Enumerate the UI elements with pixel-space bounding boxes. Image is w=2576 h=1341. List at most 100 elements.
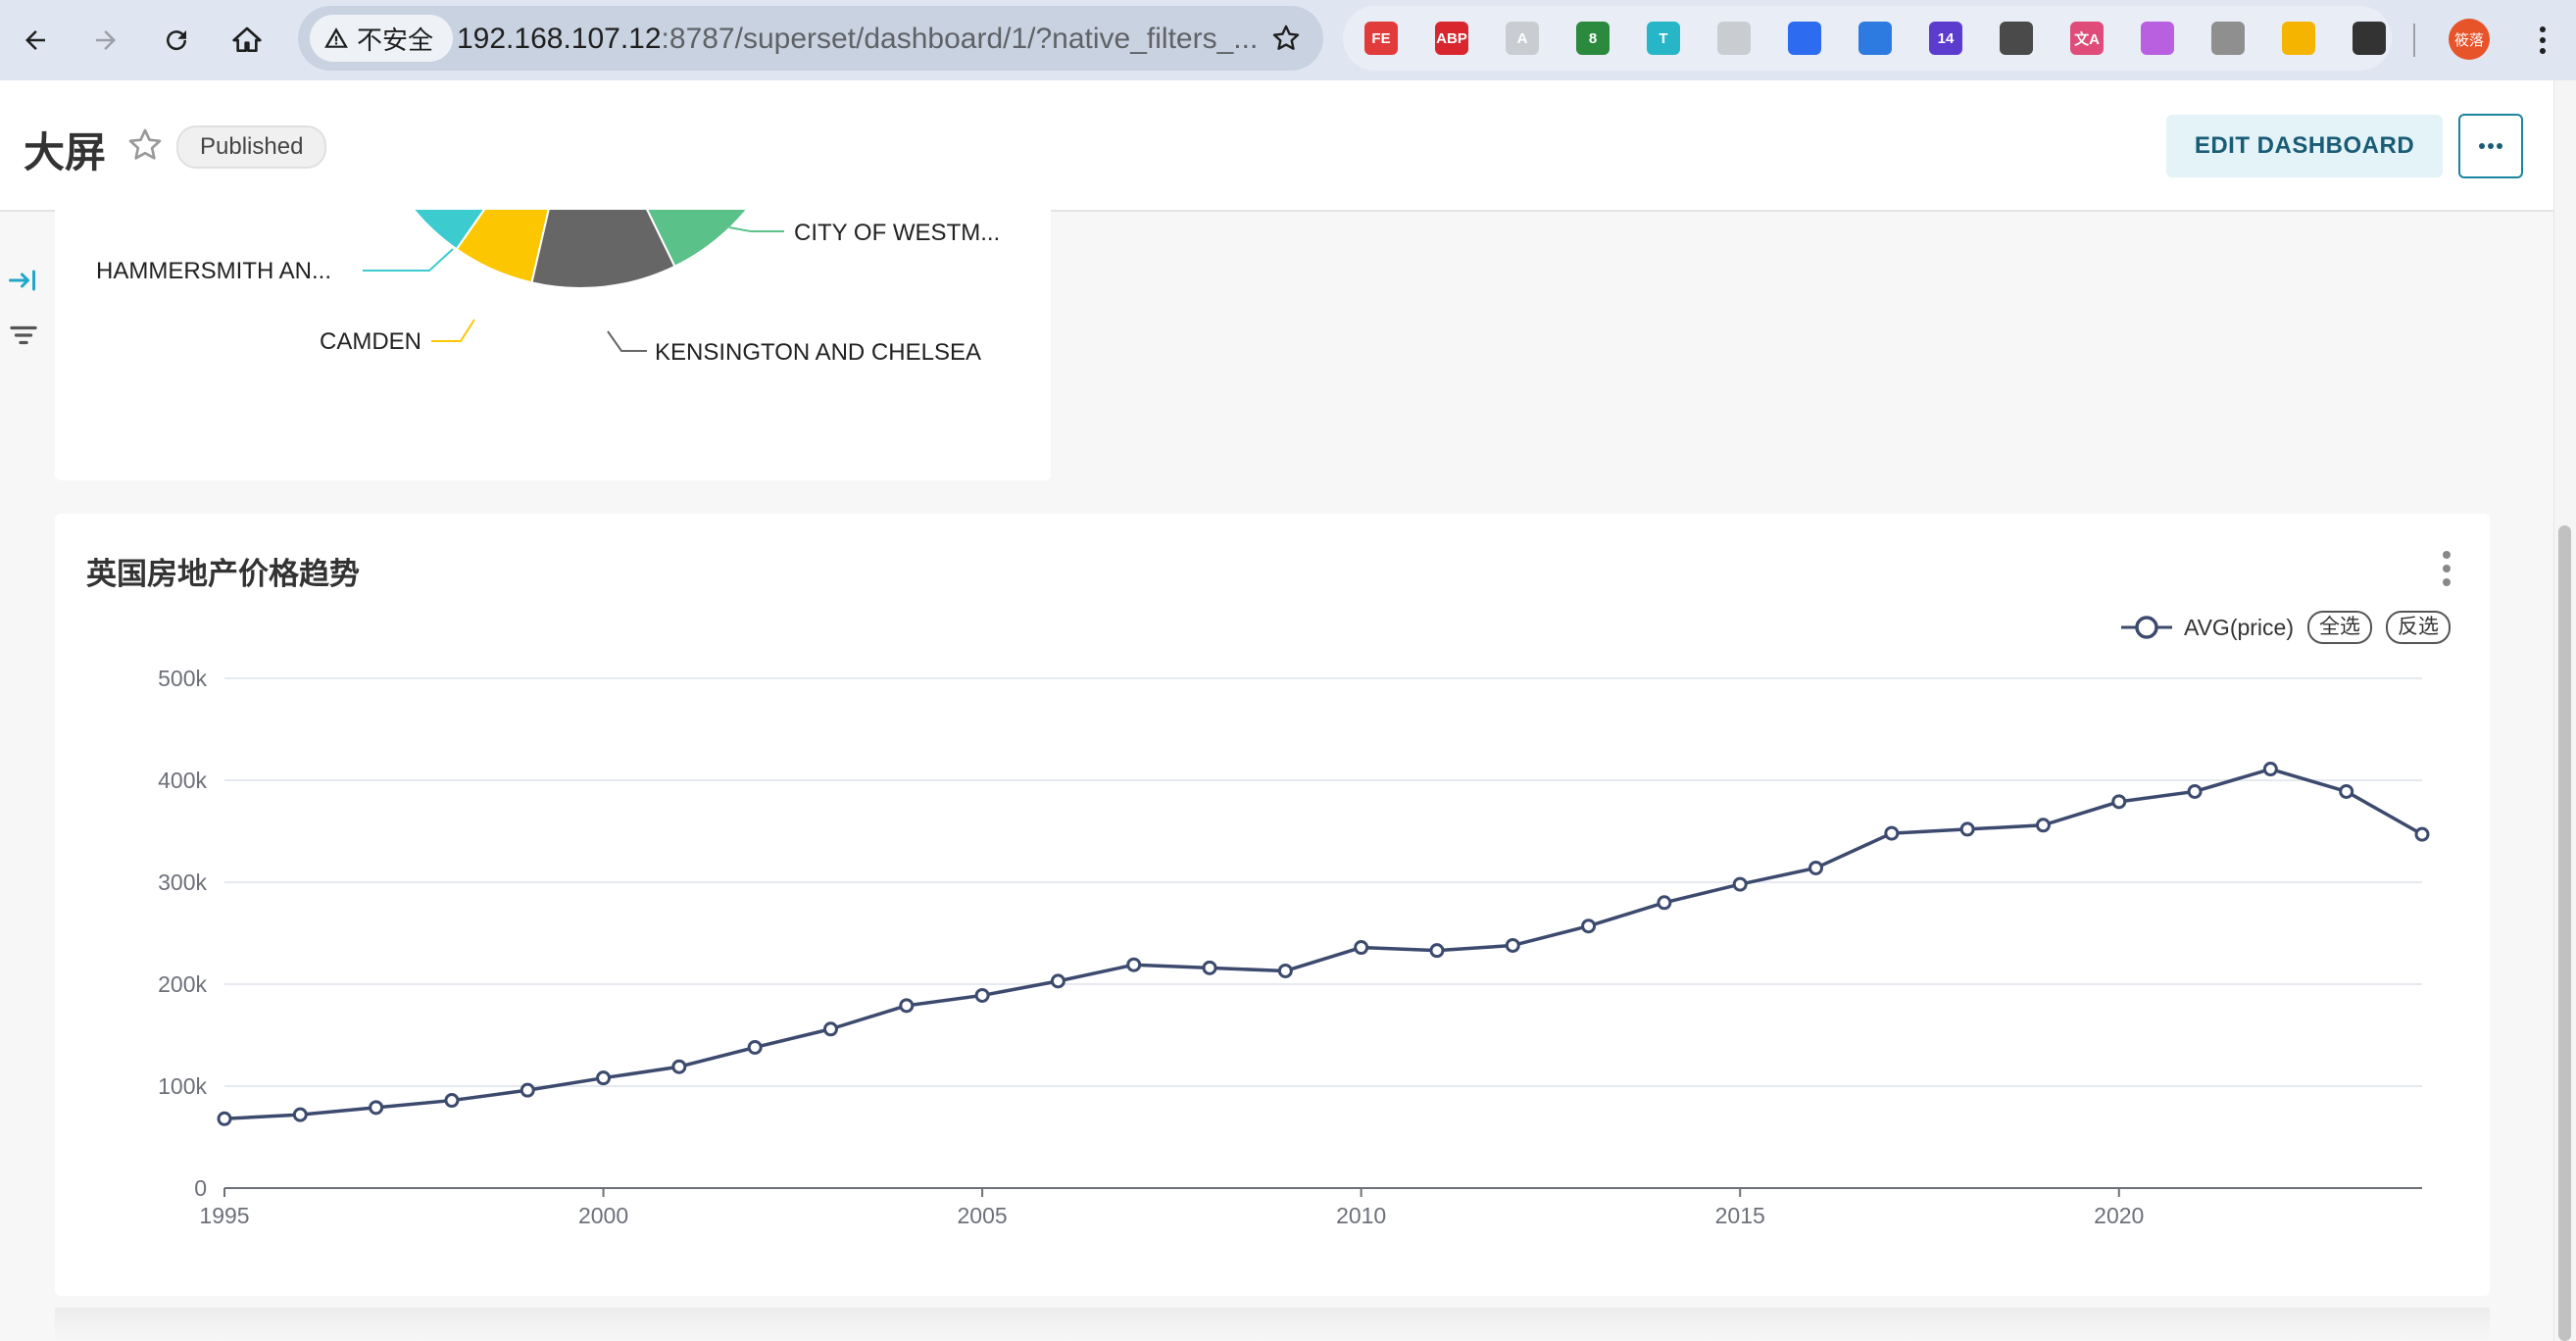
data-point[interactable] — [1277, 963, 1293, 978]
data-point[interactable] — [822, 1021, 838, 1037]
fe-extension-icon[interactable]: FE — [1364, 22, 1398, 55]
expand-filters-icon[interactable] — [6, 263, 41, 298]
label-kensington: KENSINGTON AND CHELSEA — [655, 339, 981, 366]
data-point[interactable] — [1808, 860, 1824, 875]
pie-chart-svg: HAMMERSMITH AN... CAMDEN KENSINGTON AND … — [96, 133, 1000, 366]
data-point[interactable] — [1505, 937, 1520, 953]
list-extension-icon[interactable] — [2000, 22, 2033, 55]
security-chip[interactable]: 不安全 — [310, 15, 454, 62]
dropbox-extension-icon[interactable] — [1788, 22, 1821, 55]
filter-icon[interactable] — [6, 318, 41, 353]
puzzle-extensions-icon[interactable] — [2353, 22, 2386, 55]
data-point[interactable] — [444, 1093, 460, 1109]
back-button[interactable] — [10, 15, 61, 66]
reader-extension-icon[interactable] — [1717, 22, 1751, 55]
artifact-extension-icon[interactable]: A — [1506, 22, 1539, 55]
legend-line-marker-icon — [2120, 616, 2172, 639]
data-point[interactable] — [1354, 940, 1369, 956]
y-tick-label: 100k — [158, 1073, 207, 1099]
home-button[interactable] — [222, 15, 272, 66]
reload-button[interactable] — [151, 15, 202, 66]
arrow-left-icon — [25, 30, 45, 50]
data-point[interactable] — [369, 1100, 384, 1116]
recycle-extension-icon[interactable]: 8 — [1576, 22, 1610, 55]
browser-menu-button[interactable] — [2523, 15, 2562, 66]
download-extension-icon[interactable] — [1858, 22, 1892, 55]
profile-avatar[interactable]: 筱落 — [2449, 19, 2490, 60]
data-point[interactable] — [1429, 943, 1445, 959]
dashboard-more-button[interactable] — [2458, 114, 2523, 178]
legend-item[interactable]: AVG(price) — [2120, 614, 2294, 641]
x-tick-label: 2010 — [1336, 1203, 1386, 1228]
y-tick-label: 500k — [158, 666, 207, 691]
star-icon — [1272, 25, 1300, 50]
data-point[interactable] — [1884, 825, 1900, 841]
data-point[interactable] — [747, 1039, 763, 1055]
url-path: :8787/superset/dashboard/1/?native_filte… — [661, 23, 1259, 55]
legend-invert-button[interactable]: 反选 — [2386, 611, 2451, 644]
pie-label-camden: CAMDEN — [320, 319, 475, 355]
forward-button[interactable] — [80, 15, 131, 66]
more-vertical-icon — [2540, 26, 2546, 54]
page-bottom — [55, 1308, 2490, 1341]
data-point[interactable] — [217, 1111, 232, 1126]
line-chart-svg: 0 100k 200k 300k 400k 500k 1995 2000 2005 2010 201… — [158, 666, 2430, 1228]
circle-extension-icon[interactable] — [2211, 22, 2245, 55]
brain-extension-icon[interactable] — [2141, 22, 2174, 55]
security-label: 不安全 — [357, 25, 434, 55]
chart-legend: AVG(price) 全选 反选 — [2120, 608, 2451, 647]
data-point[interactable] — [1657, 895, 1672, 911]
graduation-extension-icon[interactable]: 14 — [1929, 22, 1962, 55]
published-badge[interactable]: Published — [176, 125, 327, 169]
pie-label-westminster: CITY OF WESTM... — [728, 220, 1000, 246]
pie-chart-card: HAMMERSMITH AN... CAMDEN KENSINGTON AND … — [55, 133, 1051, 480]
data-point[interactable] — [671, 1059, 687, 1074]
data-point[interactable] — [1732, 876, 1748, 892]
data-point[interactable] — [2414, 826, 2430, 842]
extensions-area: FE ABP A 8 T 14 文A — [1343, 6, 2392, 71]
legend-select-all-button[interactable]: 全选 — [2307, 611, 2372, 644]
edit-dashboard-button[interactable]: EDIT DASHBOARD — [2166, 115, 2443, 177]
data-point[interactable] — [1202, 960, 1217, 975]
arrow-right-icon — [96, 30, 116, 50]
data-point[interactable] — [2262, 762, 2278, 777]
data-point[interactable] — [2111, 794, 2127, 810]
scrollbar-thumb[interactable] — [2558, 525, 2571, 1341]
y-tick-label: 300k — [158, 869, 207, 895]
y-tick-label: 400k — [158, 768, 207, 793]
bookmark-button[interactable] — [1263, 15, 1310, 62]
data-point[interactable] — [1959, 821, 1975, 837]
data-point[interactable] — [1050, 973, 1065, 989]
translate-t-icon[interactable]: T — [1647, 22, 1680, 55]
dashboard-header: 大屏 Published EDIT DASHBOARD — [0, 80, 2553, 212]
color-extension-icon[interactable] — [2282, 22, 2315, 55]
data-point[interactable] — [2339, 783, 2354, 799]
translate-extension-icon[interactable]: 文A — [2070, 22, 2104, 55]
adblock-icon[interactable]: ABP — [1435, 22, 1468, 55]
address-bar[interactable]: 不安全 192.168.107.12:8787/superset/dashboa… — [298, 6, 1323, 71]
data-point[interactable] — [1581, 919, 1597, 934]
y-tick-label: 0 — [194, 1175, 207, 1201]
data-point[interactable] — [1126, 957, 1142, 972]
card-menu-icon[interactable] — [2435, 549, 2458, 588]
data-point[interactable] — [292, 1107, 308, 1122]
label-camden: CAMDEN — [320, 328, 421, 355]
url-text[interactable]: 192.168.107.12:8787/superset/dashboard/1… — [457, 23, 1258, 56]
pie-label-kensington: KENSINGTON AND CHELSEA — [607, 330, 981, 366]
dashboard-title[interactable]: 大屏 — [24, 129, 107, 175]
data-point[interactable] — [520, 1082, 535, 1098]
browser-toolbar: 不安全 192.168.107.12:8787/superset/dashboa… — [0, 0, 2576, 80]
data-point[interactable] — [899, 998, 915, 1014]
label-westminster: CITY OF WESTM... — [794, 220, 1000, 246]
data-point[interactable] — [974, 987, 990, 1003]
chart-title: 英国房地产价格趋势 — [86, 557, 360, 591]
toolbar-divider — [2413, 24, 2415, 57]
pie-label-hammersmith: HAMMERSMITH AN... — [96, 248, 454, 284]
warning-icon — [324, 27, 348, 48]
data-point[interactable] — [2035, 818, 2051, 833]
favorite-star-icon[interactable] — [125, 125, 165, 165]
data-point[interactable] — [596, 1070, 612, 1086]
data-point[interactable] — [2187, 783, 2203, 799]
legend-series-label: AVG(price) — [2183, 614, 2294, 640]
x-tick-label: 2020 — [2094, 1203, 2144, 1228]
